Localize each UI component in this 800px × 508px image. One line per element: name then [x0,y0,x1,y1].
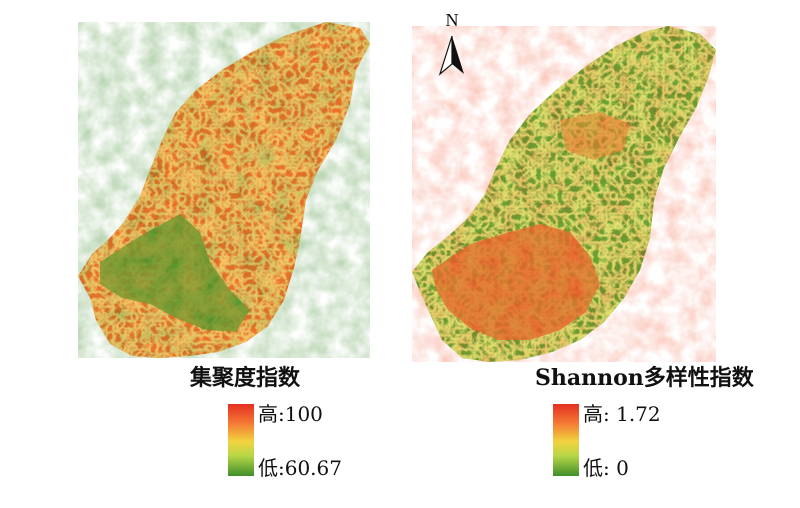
north-label: N [445,10,459,30]
shannon-legend-low: 低: 0 [583,456,629,480]
north-arrow: N [432,10,472,78]
shannon-texture [412,26,716,362]
aggregation-texture [78,22,370,358]
shannon-legend-high: 高: 1.72 [583,402,661,426]
shannon-legend-colorbar [553,404,579,476]
shannon-index-title: Shannon多样性指数 [535,365,754,391]
aggregation-index-map [78,22,370,358]
aggregation-legend-high: 高:100 [258,402,323,426]
aggregation-index-title: 集聚度指数 [190,365,301,391]
aggregation-legend-colorbar [228,404,254,476]
north-arrow-icon [438,35,464,76]
shannon-index-map [412,26,716,362]
aggregation-legend-low: 低:60.67 [258,456,342,480]
